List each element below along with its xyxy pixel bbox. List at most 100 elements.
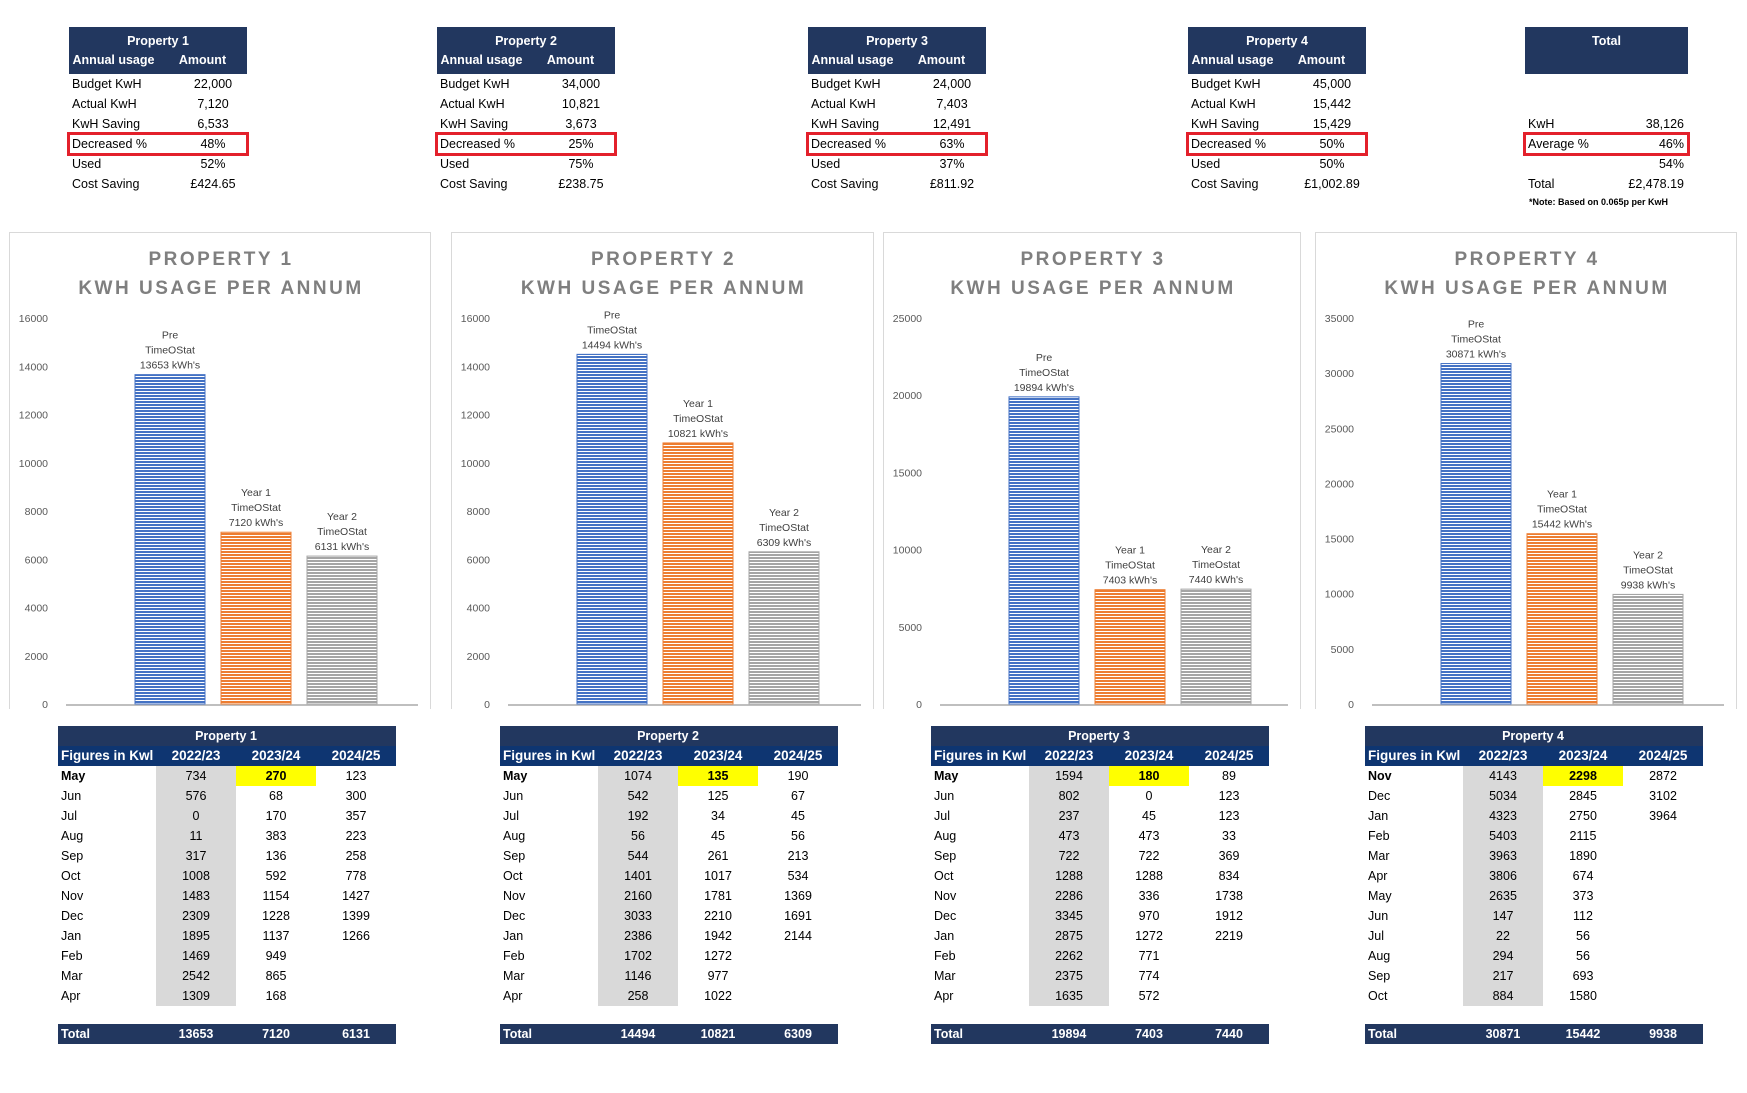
month-label[interactable]: Sep	[934, 849, 957, 863]
table-cell[interactable]: 45	[791, 809, 805, 823]
month-label[interactable]: Feb	[934, 949, 956, 963]
total-cell[interactable]: 7440	[1215, 1027, 1243, 1041]
month-label[interactable]: May	[503, 769, 528, 783]
table-cell[interactable]: 734	[156, 766, 236, 786]
table-cell[interactable]: 2845	[1569, 789, 1597, 803]
summary-row-highlighted[interactable]: Decreased % 63%	[806, 132, 988, 156]
table-cell[interactable]: 3964	[1649, 809, 1677, 823]
table-cell[interactable]: 5403	[1463, 826, 1543, 846]
table-cell[interactable]	[316, 966, 396, 986]
summary-row-highlighted[interactable]: Decreased % 50%	[1186, 132, 1368, 156]
column-header[interactable]: 2022/23	[171, 748, 221, 763]
month-label[interactable]: Oct	[503, 869, 523, 883]
table-cell[interactable]: 722	[1138, 849, 1160, 863]
summary-label[interactable]: Actual KwH	[811, 97, 876, 111]
summary-row[interactable]: KwH 38,126	[1525, 114, 1688, 134]
total-cell[interactable]: 30871	[1485, 1027, 1521, 1041]
table-cell[interactable]: 136	[265, 849, 287, 863]
table-cell[interactable]	[758, 986, 838, 1006]
summary-label[interactable]: Average %	[1528, 137, 1589, 151]
table-cell[interactable]: 258	[598, 986, 678, 1006]
table-cell[interactable]: 3033	[598, 906, 678, 926]
total-cell[interactable]: 15442	[1565, 1027, 1601, 1041]
month-label[interactable]: Nov	[1368, 769, 1392, 783]
month-label[interactable]: Jun	[1368, 909, 1389, 923]
table-cell[interactable]: 572	[1138, 989, 1160, 1003]
table-cell[interactable]: 1154	[262, 889, 290, 903]
table-cell[interactable]: 2542	[156, 966, 236, 986]
column-header[interactable]: Figures in Kwl	[934, 748, 1027, 763]
summary-row[interactable]: Used 75%	[437, 154, 615, 174]
table-cell[interactable]: 1272	[704, 949, 732, 963]
table-cell[interactable]	[758, 966, 838, 986]
month-label[interactable]: Dec	[61, 909, 84, 923]
table-cell[interactable]: 33	[1222, 829, 1236, 843]
summary-label[interactable]: KwH Saving	[440, 117, 509, 131]
table-cell[interactable]: 45	[1142, 809, 1156, 823]
table-cell[interactable]: 1022	[704, 989, 732, 1003]
month-label[interactable]: Jul	[61, 809, 77, 823]
table-cell[interactable]: 4143	[1463, 766, 1543, 786]
table-cell[interactable]	[316, 986, 396, 1006]
table-cell[interactable]	[1623, 906, 1703, 926]
table-cell[interactable]	[1623, 846, 1703, 866]
summary-label[interactable]: Cost Saving	[1191, 177, 1259, 191]
table-cell[interactable]: 1702	[598, 946, 678, 966]
table-cell[interactable]: 56	[1576, 929, 1590, 943]
table-cell[interactable]: 1469	[156, 946, 236, 966]
table-cell[interactable]: 2219	[1215, 929, 1243, 943]
summary-label[interactable]: Budget KwH	[72, 77, 142, 91]
summary-value[interactable]: 46%	[1658, 137, 1684, 151]
table-cell[interactable]: 778	[345, 869, 367, 883]
summary-value[interactable]: 15,442	[1312, 97, 1352, 111]
month-label[interactable]: Feb	[1368, 829, 1390, 843]
total-cell[interactable]: 10821	[700, 1027, 736, 1041]
summary-value[interactable]: 7,403	[936, 97, 968, 111]
table-cell[interactable]: 1942	[704, 929, 732, 943]
total-label[interactable]: Total	[503, 1027, 532, 1041]
table-cell[interactable]: 34	[711, 809, 725, 823]
table-cell[interactable]: 1890	[1569, 849, 1597, 863]
table-cell[interactable]: 1266	[342, 929, 370, 943]
summary-value[interactable]: 15,429	[1312, 117, 1352, 131]
summary-value[interactable]: 54%	[1658, 157, 1684, 171]
summary-value[interactable]: £424.65	[190, 177, 236, 191]
table-cell[interactable]: 89	[1222, 769, 1236, 783]
summary-label[interactable]: KwH Saving	[811, 117, 880, 131]
month-label[interactable]: Mar	[503, 969, 525, 983]
table-cell[interactable]: 592	[265, 869, 287, 883]
summary-label[interactable]: Used	[811, 157, 841, 171]
month-label[interactable]: Jul	[503, 809, 519, 823]
table-cell[interactable]: 147	[1463, 906, 1543, 926]
table-cell[interactable]: 180	[1109, 766, 1189, 786]
summary-value[interactable]: 52%	[200, 157, 226, 171]
table-cell[interactable]	[1623, 946, 1703, 966]
table-cell[interactable]: 2286	[1029, 886, 1109, 906]
summary-row[interactable]: KwH Saving 3,673	[437, 114, 615, 134]
table-cell[interactable]: 223	[345, 829, 367, 843]
table-cell[interactable]: 1309	[156, 986, 236, 1006]
summary-label[interactable]: Decreased %	[811, 137, 887, 151]
summary-label[interactable]: Decreased %	[440, 137, 516, 151]
table-cell[interactable]: 1781	[704, 889, 732, 903]
table-cell[interactable]	[1189, 966, 1269, 986]
month-label[interactable]: Apr	[1368, 869, 1388, 883]
table-cell[interactable]: 123	[345, 769, 367, 783]
table-cell[interactable]: 3102	[1649, 789, 1677, 803]
table-cell[interactable]: 884	[1463, 986, 1543, 1006]
table-cell[interactable]: 1427	[342, 889, 370, 903]
summary-row[interactable]: Actual KwH 7,403	[808, 94, 986, 114]
summary-label[interactable]: Used	[440, 157, 470, 171]
table-cell[interactable]: 1401	[598, 866, 678, 886]
table-cell[interactable]: 1912	[1215, 909, 1243, 923]
month-label[interactable]: Apr	[503, 989, 523, 1003]
table-cell[interactable]	[758, 946, 838, 966]
total-cell[interactable]: 14494	[620, 1027, 656, 1041]
table-cell[interactable]	[1623, 986, 1703, 1006]
summary-value[interactable]: 50%	[1319, 137, 1345, 151]
table-cell[interactable]: 5034	[1463, 786, 1543, 806]
table-cell[interactable]: 168	[265, 989, 287, 1003]
table-cell[interactable]	[1189, 946, 1269, 966]
table-cell[interactable]: 693	[1572, 969, 1594, 983]
total-label[interactable]: Total	[1368, 1027, 1397, 1041]
